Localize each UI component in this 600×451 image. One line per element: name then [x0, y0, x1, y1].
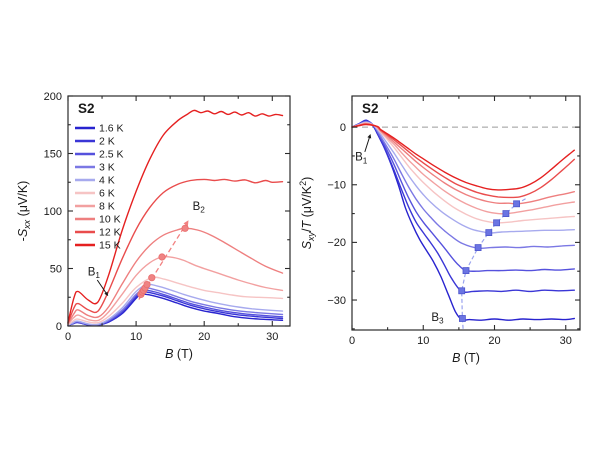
legend-label: 12 K [99, 227, 121, 239]
b3-square-markers [458, 200, 520, 322]
legend-item-2K: 2 K [75, 136, 115, 148]
legend-label: 2.5 K [99, 149, 124, 161]
legend-label: 8 K [99, 201, 115, 213]
x-tick-label: 20 [488, 335, 500, 347]
curve-12K [67, 178, 284, 324]
x-tick-label: 30 [266, 331, 278, 343]
curve-6K [351, 122, 575, 224]
curve-2K [351, 120, 575, 294]
x-tick-label: 0 [65, 331, 71, 343]
y-axis-label: Sxy/T (μV/K2) [298, 177, 316, 250]
panel-label: S2 [362, 101, 379, 116]
legend-item-15K: 15 K [75, 240, 121, 252]
y-tick-label: −10 [327, 180, 346, 192]
curve-10K [67, 227, 284, 325]
legend-item-10K: 10 K [75, 214, 121, 226]
marker-point [502, 210, 510, 218]
legend-item-6K: 6 K [75, 188, 115, 200]
b2-circle-markers [137, 224, 189, 298]
axes-frame [351, 95, 581, 331]
legend-item-8K: 8 K [75, 201, 115, 213]
legend-label: 1.6 K [99, 123, 124, 135]
legend-label: 3 K [99, 162, 115, 174]
curve-15K [67, 109, 284, 324]
legend-item-12K: 12 K [75, 227, 121, 239]
x-tick-label: 20 [198, 331, 210, 343]
curve-2.5K [351, 120, 575, 272]
panel-right: 0 10 20 30 0 −10 −20 −30 B (T) Sxy/T (μV/K2) S2 B1 B… [298, 95, 581, 365]
marker-point [462, 267, 470, 275]
legend-label: 10 K [99, 214, 121, 226]
curve-15K [351, 123, 575, 191]
b1-label: B1 [88, 266, 101, 280]
curve-3K [351, 121, 575, 250]
marker-point [458, 315, 466, 322]
x-tick-label: 30 [560, 335, 572, 347]
marker-point [148, 274, 156, 282]
legend-item-3K: 3 K [75, 162, 115, 174]
b2-arrow [138, 220, 189, 300]
marker-point [181, 224, 189, 232]
legend-label: 15 K [99, 240, 121, 252]
x-axis-label: B (T) [165, 347, 193, 361]
b2-label: B2 [193, 201, 206, 215]
y-tick-label: −30 [327, 295, 346, 307]
marker-point [458, 287, 466, 295]
panel-label: S2 [78, 101, 95, 116]
x-tick-label: 10 [130, 331, 142, 343]
x-tick-label: 0 [349, 335, 355, 347]
axis-ticks [351, 96, 580, 330]
curves [67, 109, 284, 327]
marker-point [485, 229, 493, 237]
b1-arrow [364, 134, 372, 153]
legend-item-4K: 4 K [75, 175, 115, 187]
b1-arrow [96, 279, 109, 297]
legend-item-2.5K: 2.5 K [75, 149, 124, 161]
y-tick-label: −20 [327, 237, 346, 249]
y-tick-label: 0 [340, 122, 346, 134]
y-tick-label: 200 [44, 91, 62, 103]
axis-ticks [67, 95, 290, 327]
y-tick-label: 150 [44, 148, 62, 160]
b3-label: B3 [431, 312, 444, 326]
tick-labels: 0 10 20 30 0 50 100 150 200 [44, 91, 279, 343]
y-tick-label: 0 [56, 321, 62, 333]
x-tick-label: 10 [417, 335, 429, 347]
legend-label: 6 K [99, 188, 115, 200]
curve-6K [67, 276, 284, 326]
y-tick-label: 50 [50, 263, 62, 275]
legend-item-1.6K: 1.6 K [75, 123, 124, 135]
y-axis-label: -Sxx (μV/K) [16, 181, 32, 242]
panel-left: 0 10 20 30 0 50 100 150 200 B (T) -Sxx (μV/K) S2 1.6… [16, 91, 291, 361]
marker-point [474, 244, 482, 252]
x-axis-label: B (T) [452, 351, 480, 365]
marker-point [493, 219, 501, 227]
curves [351, 119, 575, 321]
curve-4K [67, 283, 284, 327]
b3-chain [461, 198, 527, 329]
legend-label: 4 K [99, 175, 115, 187]
marker-point [143, 280, 151, 289]
marker-point [513, 200, 520, 208]
marker-point [158, 253, 166, 261]
tick-labels: 0 10 20 30 0 −10 −20 −30 [327, 122, 572, 347]
y-tick-label: 100 [44, 206, 62, 218]
curve-4K [351, 121, 575, 234]
legend: 1.6 K2 K2.5 K3 K4 K6 K8 K10 K12 K15 K [75, 123, 124, 252]
b1-label: B1 [355, 152, 368, 166]
legend-label: 2 K [99, 136, 115, 148]
